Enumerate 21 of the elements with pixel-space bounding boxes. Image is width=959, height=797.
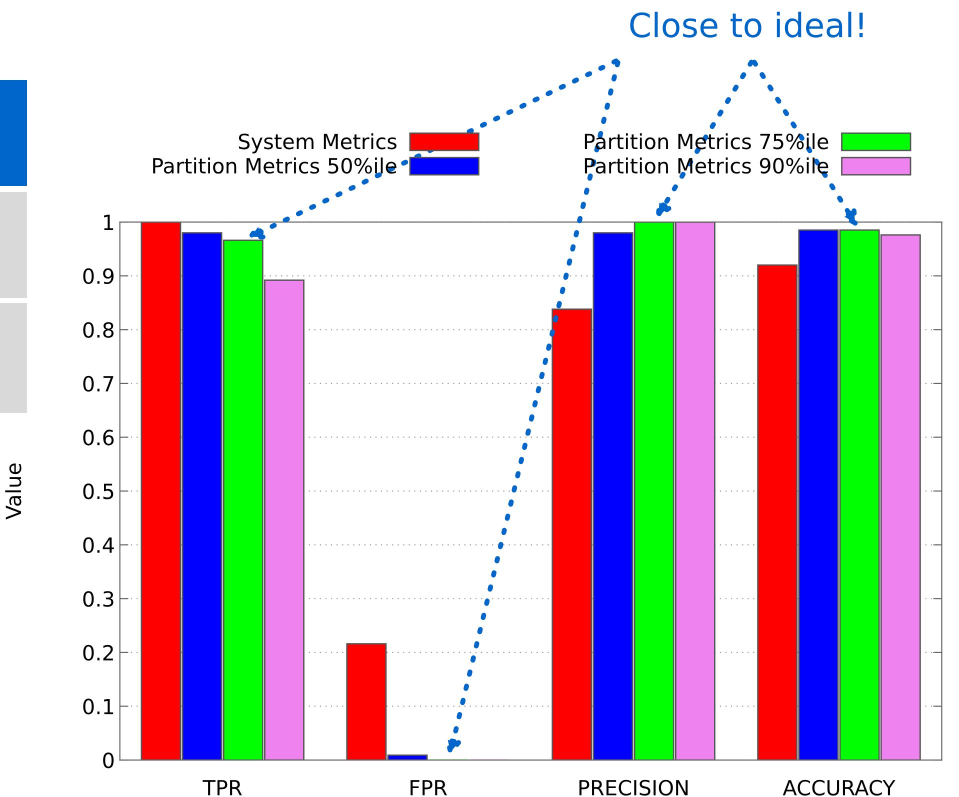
y-tick-label: 0.7 [83, 376, 114, 392]
legend-label: Partition Metrics 50%ile [153, 158, 396, 174]
x-tick-label: FPR [410, 780, 447, 796]
y-tick-label: 0.8 [83, 322, 114, 338]
y-axis-title: Value [5, 464, 22, 520]
text: Close to ideal! [630, 12, 863, 38]
y-tick-label: 0.6 [83, 430, 114, 446]
y-tick-label: 0.3 [83, 591, 114, 607]
y-tick-label: 0.4 [83, 537, 114, 554]
y-tick-label: 0 [103, 752, 114, 768]
legend-label: Partition Metrics 75%ile [584, 133, 828, 150]
legend-label: Partition Metrics 90%ile [584, 158, 828, 174]
y-tick-label: 0.1 [83, 698, 114, 714]
legend-label: System Metrics [238, 133, 396, 154]
x-tick-label: TPR [202, 780, 242, 796]
x-tick-label: ACCURACY [782, 780, 896, 796]
y-tick-label: 0.9 [83, 268, 114, 284]
y-tick-label: 0.2 [83, 644, 113, 661]
y-tick-label: 1 [104, 214, 114, 230]
x-tick-label: PRECISION [579, 780, 688, 796]
y-tick-label: 0.5 [83, 483, 114, 500]
